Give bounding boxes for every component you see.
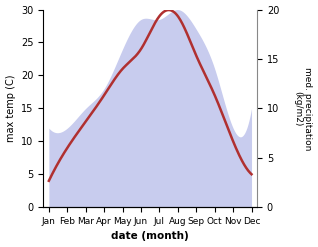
Y-axis label: med. precipitation
(kg/m2): med. precipitation (kg/m2): [293, 67, 313, 150]
Y-axis label: max temp (C): max temp (C): [5, 75, 16, 142]
X-axis label: date (month): date (month): [111, 231, 189, 242]
